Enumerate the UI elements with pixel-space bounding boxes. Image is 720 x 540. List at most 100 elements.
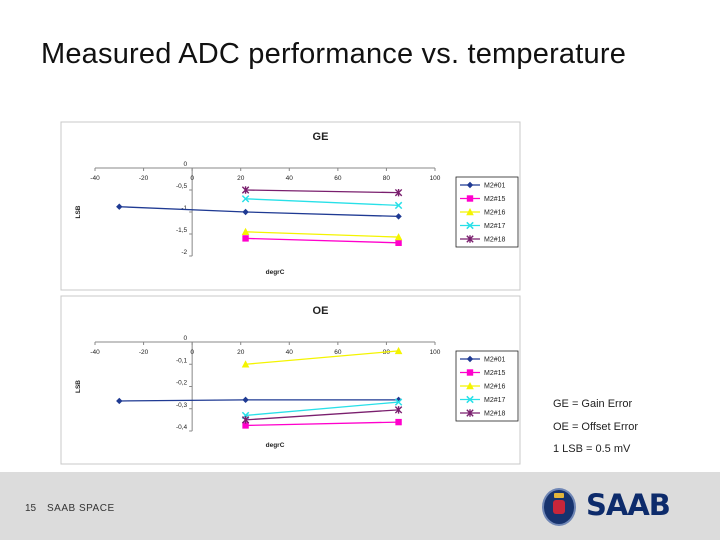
data-point-triangle	[394, 346, 403, 355]
footer-bar: 15 SAAB SPACE SAAB	[0, 472, 720, 540]
saab-logo: SAAB	[538, 486, 671, 528]
series-line	[245, 350, 399, 365]
y-tick-label: 0	[184, 335, 188, 342]
x-axis-label: degrC	[266, 269, 285, 276]
data-point-square	[395, 239, 402, 246]
logo-text: SAAB	[586, 488, 671, 522]
data-point-star	[241, 416, 250, 424]
data-point-star	[466, 409, 474, 417]
notes-block: GE = Gain Error OE = Offset Error 1 LSB …	[553, 393, 638, 461]
data-point-x	[241, 195, 250, 203]
x-tick-label: 40	[286, 349, 294, 356]
data-point-star	[466, 235, 474, 243]
x-tick-label: 20	[237, 349, 245, 356]
series-line	[245, 421, 399, 427]
x-tick-label: 0	[190, 349, 194, 356]
chart-ge: GE-40 -20 0 20 40 60 80 1000-0,5-1-1,5-2degrCLS…	[60, 121, 521, 291]
legend-entry: M2#01	[484, 357, 506, 364]
legend-entry: M2#17	[484, 397, 506, 404]
data-point-star	[394, 188, 403, 197]
x-axis-label: degrC	[266, 442, 285, 449]
chart-title: OE	[313, 305, 329, 317]
data-point-triangle	[241, 360, 250, 368]
x-tick-label: -40	[90, 349, 100, 356]
chart-oe: OE-40 -20 0 20 40 60 80 1000-0,1-0,2-0,3-0,4deg…	[60, 295, 521, 465]
series-M2#15	[242, 418, 402, 429]
series-line	[245, 231, 399, 238]
data-point-diamond	[242, 208, 249, 216]
chart-title: GE	[313, 131, 329, 143]
data-point-triangle	[466, 208, 474, 216]
data-point-square	[466, 195, 474, 202]
y-axis-label: LSB	[75, 205, 82, 218]
x-tick-label: 100	[430, 175, 441, 182]
series-line	[245, 198, 399, 207]
series-M2#16	[241, 227, 403, 241]
y-axis-label: LSB	[75, 380, 82, 393]
legend-entry: M2#15	[484, 370, 506, 377]
series-M2#18	[241, 186, 403, 197]
note-lsb: 1 LSB = 0.5 mV	[553, 443, 631, 455]
legend-entry: M2#18	[484, 237, 506, 244]
x-tick-label: 60	[334, 349, 342, 356]
series-M2#18	[241, 406, 403, 424]
data-point-x	[466, 221, 474, 230]
x-tick-label: 20	[237, 175, 245, 182]
series-line	[245, 409, 399, 421]
y-tick-label: -0,2	[176, 380, 188, 387]
series-line	[245, 189, 399, 194]
y-tick-label: -1,5	[176, 227, 188, 234]
y-tick-label: -0,1	[176, 357, 188, 364]
series-M2#16	[241, 346, 403, 368]
y-tick-label: -0,3	[176, 402, 188, 409]
data-point-x	[466, 395, 474, 404]
y-tick-label: -2	[181, 249, 187, 256]
data-point-star	[394, 406, 403, 414]
x-tick-label: -40	[90, 175, 100, 182]
x-tick-label: 40	[286, 175, 294, 182]
saab-emblem-icon	[542, 488, 576, 526]
series-M2#01	[116, 203, 402, 220]
data-point-diamond	[116, 203, 123, 210]
series-M2#15	[242, 235, 402, 246]
legend-entry: M2#16	[484, 384, 506, 391]
data-point-x	[394, 398, 403, 406]
data-point-triangle	[394, 233, 403, 241]
data-point-triangle	[466, 382, 474, 390]
y-tick-label: -0,5	[176, 183, 188, 190]
data-point-x	[394, 201, 403, 210]
data-point-square	[466, 369, 474, 376]
y-tick-label: -1	[181, 205, 187, 212]
legend-entry: M2#16	[484, 210, 506, 217]
company-name: SAAB SPACE	[47, 503, 115, 514]
note-offset-error: OE = Offset Error	[553, 420, 639, 433]
chart-frame	[60, 295, 521, 465]
data-point-square	[242, 422, 249, 429]
legend: M2#01 M2#15 M2#16 M2#17 M2#18	[455, 350, 519, 422]
page-number: 15	[25, 503, 37, 514]
data-point-square	[242, 235, 249, 242]
y-tick-label: -0,4	[176, 424, 188, 431]
series-line	[245, 401, 399, 417]
series-line	[245, 237, 399, 244]
legend: M2#01 M2#15 M2#16 M2#17 M2#18	[455, 176, 519, 248]
data-point-square	[395, 418, 402, 426]
series-M2#17	[241, 195, 403, 210]
legend-entry: M2#15	[484, 196, 506, 203]
slide-title: Measured ADC performance vs. temperature	[41, 38, 627, 70]
legend-entry: M2#18	[484, 411, 506, 418]
x-tick-label: 0	[190, 175, 194, 182]
data-point-diamond	[395, 213, 402, 220]
x-tick-label: 80	[383, 175, 391, 182]
legend-entry: M2#17	[484, 223, 506, 230]
griffin-icon	[553, 500, 565, 514]
data-point-diamond	[116, 397, 123, 405]
note-gain-error: GE = Gain Error	[553, 398, 633, 410]
charts-canvas: GE-40 -20 0 20 40 60 80 1000-0,5-1-1,5-2degrCLS…	[60, 121, 521, 465]
x-tick-label: -20	[139, 175, 149, 182]
data-point-diamond	[466, 181, 474, 189]
data-point-diamond	[466, 355, 474, 363]
chart-frame	[60, 121, 521, 291]
legend-entry: M2#01	[484, 183, 506, 190]
y-tick-label: 0	[184, 161, 188, 168]
